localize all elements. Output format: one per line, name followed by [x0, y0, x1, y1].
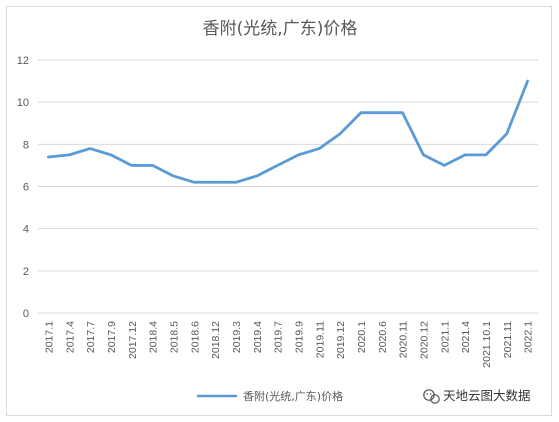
legend-label: 香附(光统,广东)价格: [243, 389, 343, 403]
data-point: [318, 147, 321, 150]
data-point: [339, 132, 342, 135]
data-point: [359, 111, 362, 114]
data-point: [109, 153, 112, 156]
x-tick-label: 2017.1: [43, 321, 55, 353]
x-tick-label: 2020.6: [377, 321, 389, 353]
x-tick-label: 2017.7: [85, 321, 97, 353]
y-tick-label: 4: [23, 224, 29, 236]
data-point: [464, 153, 467, 156]
x-tick-label: 2019.3: [231, 321, 243, 353]
x-tick-label: 2018.12: [210, 321, 222, 359]
x-tick-label: 2017.9: [106, 321, 118, 353]
data-point: [297, 153, 300, 156]
x-tick-label: 2020.11: [398, 321, 410, 358]
data-point: [47, 155, 50, 158]
data-point: [193, 181, 196, 184]
x-tick-label: 2019.7: [273, 321, 285, 353]
y-tick-label: 8: [23, 139, 29, 151]
x-tick-labels: 2017.1 2017.4 2017.7 2017.9 2017.12 2018.4 201…: [43, 321, 534, 368]
x-tick-label: 2022.1: [523, 321, 535, 353]
chart-title: 香附(光统,广东)价格: [203, 19, 358, 39]
x-tick-label: 2019.4: [252, 321, 264, 353]
x-tick-label: 2017.4: [64, 321, 76, 353]
data-point: [68, 153, 71, 156]
x-tick-label: 2018.6: [189, 321, 201, 353]
x-tick-label: 2019.12: [335, 321, 347, 359]
x-tick-label: 2021.10.1: [481, 321, 493, 368]
watermark: 天地云图大数据: [423, 388, 531, 404]
data-point: [276, 164, 279, 167]
data-point: [401, 111, 404, 114]
chart-frame: [6, 6, 552, 416]
data-point: [255, 174, 258, 177]
y-tick-label: 12: [17, 55, 29, 67]
y-tick-label: 10: [17, 97, 29, 109]
x-tick-label: 2021.11: [502, 321, 514, 358]
x-tick-label: 2020.12: [418, 321, 430, 359]
x-tick-label: 2019.11: [314, 321, 326, 358]
grid-lines: [38, 59, 538, 314]
watermark-text: 天地云图大数据: [443, 388, 531, 403]
y-tick-label: 0: [23, 308, 29, 320]
legend: 香附(光统,广东)价格: [197, 389, 343, 403]
data-point: [151, 164, 154, 167]
x-tick-label: 2018.5: [168, 321, 180, 353]
data-point: [422, 153, 425, 156]
y-tick-label: 6: [23, 182, 29, 194]
series-line-0: [47, 79, 529, 184]
x-tick-label: 2019.9: [293, 321, 305, 353]
wechat-icon: [423, 389, 440, 404]
data-point: [380, 111, 383, 114]
data-point: [484, 153, 487, 156]
data-point: [214, 181, 217, 184]
series-group: [47, 79, 529, 184]
x-tick-label: 2018.4: [148, 321, 160, 353]
data-point: [130, 164, 133, 167]
y-tick-label: 2: [23, 266, 29, 278]
x-tick-label: 2017.12: [127, 321, 139, 359]
data-point: [172, 174, 175, 177]
data-point: [89, 147, 92, 150]
data-point: [443, 164, 446, 167]
x-tick-label: 2021.1: [439, 321, 451, 353]
x-tick-label: 2020.1: [356, 321, 368, 353]
data-point: [234, 181, 237, 184]
data-point: [505, 132, 508, 135]
data-point: [526, 80, 529, 83]
x-tick-label: 2021.4: [460, 321, 472, 353]
y-tick-labels: 0 2 4 6 8 10 12: [17, 55, 29, 320]
